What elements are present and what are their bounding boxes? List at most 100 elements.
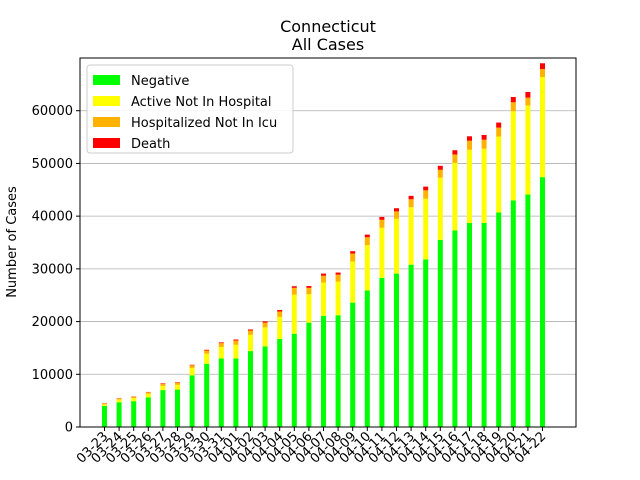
bar-segment-active-not-in-hospital [291,294,297,334]
bar-segment-active-not-in-hospital [423,198,429,260]
bar-segment-hospitalized-not-in-icu [423,190,429,199]
bar-segment-hospitalized-not-in-icu [204,350,210,354]
bar-segment-death [248,329,253,331]
bar-segment-hospitalized-not-in-icu [350,253,356,262]
bar-segment-active-not-in-hospital [437,177,443,240]
bar-segment-active-not-in-hospital [525,105,531,195]
bar-segment-hospitalized-not-in-icu [131,396,137,399]
bar-segment-death [540,63,545,70]
bar-segment-active-not-in-hospital [175,384,180,390]
y-tick-label: 40000 [32,210,73,225]
legend-label: Hospitalized Not In Icu [131,116,277,131]
bar-segment-hospitalized-not-in-icu [102,403,107,405]
bar-segment-hospitalized-not-in-icu [160,383,166,386]
bar-segment-death [481,134,487,140]
bar-segment-hospitalized-not-in-icu [408,199,414,208]
bar-segment-active-not-in-hospital [277,316,283,339]
bar-segment-hospitalized-not-in-icu [291,287,297,295]
y-tick-label: 10000 [32,368,73,383]
bar-segment-negative [540,177,545,427]
bar-segment-death [452,150,458,155]
bar-segment-hospitalized-not-in-icu [218,343,224,347]
bar-segment-active-not-in-hospital [116,399,122,403]
bar-segment-hospitalized-not-in-icu [189,365,195,368]
bar-segment-death [218,342,224,344]
bar-segment-active-not-in-hospital [204,353,210,364]
bar-segment-active-not-in-hospital [262,327,268,347]
y-axis-label: Number of Cases [5,186,20,298]
bar-segment-negative [145,397,151,427]
bar-segment-hospitalized-not-in-icu [510,102,516,112]
bar-segment-active-not-in-hospital [350,261,356,303]
bar-segment-death [306,285,312,288]
bar-segment-active-not-in-hospital [452,162,458,231]
bar-segment-hospitalized-not-in-icu [467,140,472,150]
legend-label: Active Not In Hospital [131,95,272,110]
bar-segment-negative [364,290,370,427]
bar-segment-hospitalized-not-in-icu [145,392,151,394]
bar-segment-death [160,383,166,384]
bar-segment-death [467,136,472,141]
bar-segment-negative [204,363,210,427]
y-tick-label: 20000 [32,315,73,330]
bar-segment-death [394,208,399,212]
bar-segment-active-not-in-hospital [540,76,545,178]
legend-swatch [93,75,120,85]
bar-segment-active-not-in-hospital [379,227,385,278]
bar-segment-active-not-in-hospital [102,404,107,406]
bar-segment-active-not-in-hospital [218,346,224,359]
bar-segment-death [437,165,443,170]
axes [79,57,577,428]
legend-label: Negative [131,74,189,89]
bar-segment-negative [496,212,502,427]
bar-segment-death [277,309,283,312]
bar-segment-negative [233,358,239,427]
bar-segment-active-not-in-hospital [467,149,472,223]
bar-segment-negative [291,333,297,427]
legend: Negative Active Not In Hospital Hospitaliz… [86,64,294,154]
bar-segment-hospitalized-not-in-icu [175,382,180,385]
bar-segment-hospitalized-not-in-icu [116,398,122,400]
gridlines [80,110,576,375]
bar-segment-hospitalized-not-in-icu [262,322,268,328]
bar-segment-negative [102,405,107,427]
bar-segment-negative [423,259,429,427]
bar-segment-negative [510,200,516,427]
bar-segment-negative [277,338,283,427]
bar-segment-death [350,251,356,254]
y-tick-label: 60000 [32,104,73,119]
bar-segment-negative [452,230,458,427]
y-tick-label: 0 [65,421,73,436]
bar-segment-active-not-in-hospital [335,281,341,316]
bar-segment-death [379,216,385,220]
bar-segment-active-not-in-hospital [394,218,399,274]
legend-label: Death [131,137,170,152]
bar-segment-death [408,195,414,200]
bar-segment-death [510,97,516,103]
bar-segment-active-not-in-hospital [481,148,487,223]
bar-segment-negative [175,389,180,427]
bar-segment-negative [437,239,443,427]
bar-segment-death [189,364,195,366]
bar-segment-active-not-in-hospital [510,111,516,201]
bar-segment-death [291,286,297,288]
bar-segment-death [364,234,370,238]
bar-segment-death [423,186,429,191]
bar-segment-hospitalized-not-in-icu [277,311,283,317]
bar-segment-active-not-in-hospital [189,367,195,376]
bar-segment-death [496,122,502,128]
bar-segment-negative [335,315,341,427]
legend-swatch [93,117,120,127]
bar-segment-death [175,382,180,383]
bar-segment-negative [394,273,399,427]
bar-segment-active-not-in-hospital [131,398,137,402]
bar-segment-active-not-in-hospital [321,282,326,316]
legend-swatch [93,138,120,148]
bar-segment-hospitalized-not-in-icu [437,169,443,178]
bar-segment-hospitalized-not-in-icu [306,287,312,295]
legend-box [86,64,294,154]
y-tick-label: 50000 [32,157,73,172]
bar-segment-death [204,349,210,351]
bar-segment-negative [160,390,166,427]
